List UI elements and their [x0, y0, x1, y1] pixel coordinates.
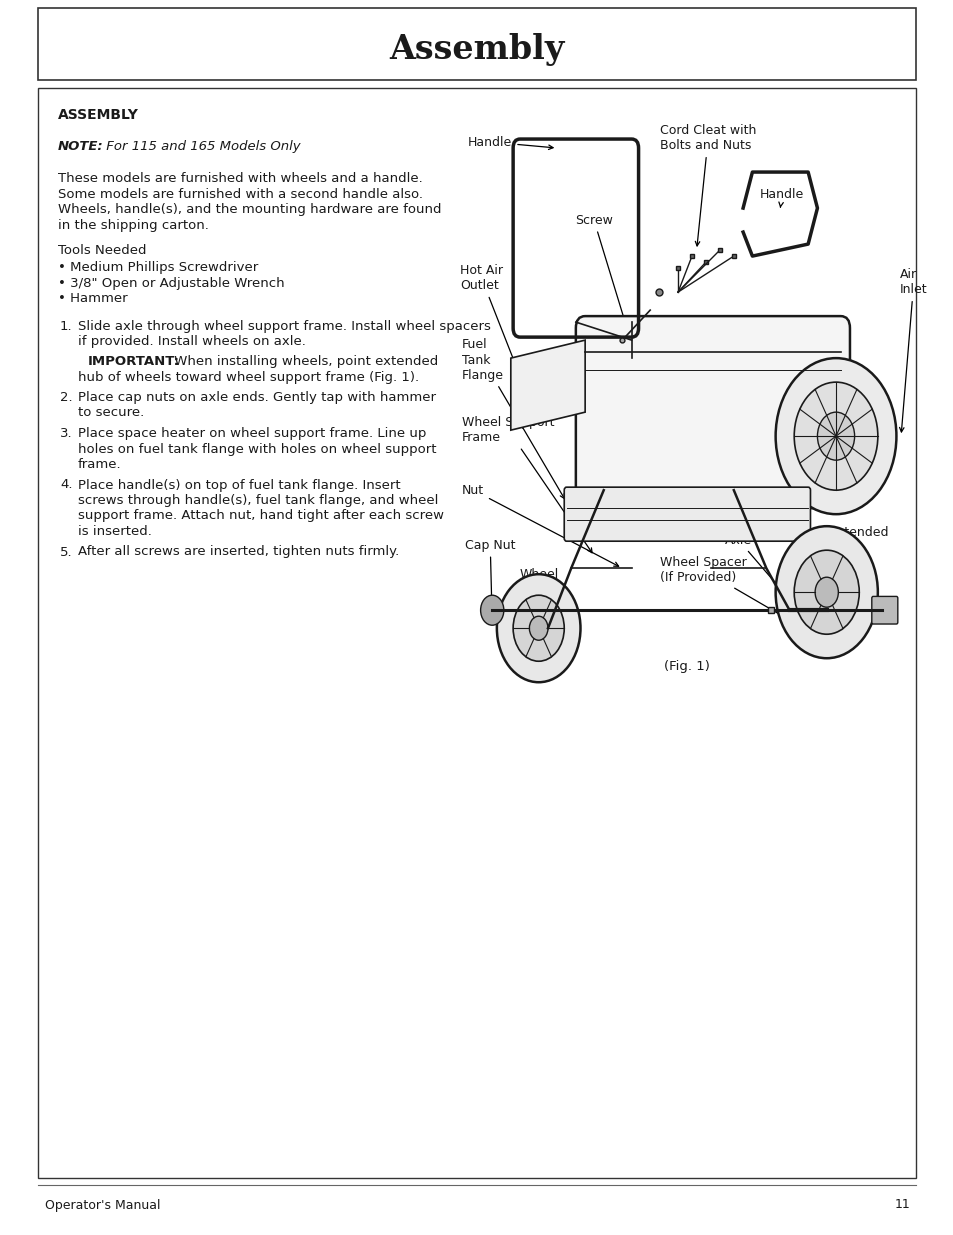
- Text: Wheel Spacer
(If Provided): Wheel Spacer (If Provided): [659, 556, 799, 626]
- Text: support frame. Attach nut, hand tight after each screw: support frame. Attach nut, hand tight af…: [78, 510, 443, 522]
- Text: Fuel
Tank
Flange: Fuel Tank Flange: [461, 338, 564, 499]
- FancyBboxPatch shape: [576, 316, 849, 508]
- Text: IMPORTANT:: IMPORTANT:: [88, 354, 180, 368]
- Text: NOTE:: NOTE:: [58, 140, 104, 153]
- Text: to secure.: to secure.: [78, 406, 144, 420]
- Text: frame.: frame.: [78, 458, 121, 471]
- Text: Wheels, handle(s), and the mounting hardware are found: Wheels, handle(s), and the mounting hard…: [58, 203, 441, 216]
- Text: if provided. Install wheels on axle.: if provided. Install wheels on axle.: [78, 336, 306, 348]
- Text: (Fig. 1): (Fig. 1): [663, 659, 710, 673]
- Text: For 115 and 165 Models Only: For 115 and 165 Models Only: [102, 140, 300, 153]
- Text: Place handle(s) on top of fuel tank flange. Insert: Place handle(s) on top of fuel tank flan…: [78, 478, 400, 492]
- Text: 3.: 3.: [60, 427, 72, 440]
- Text: • 3/8" Open or Adjustable Wrench: • 3/8" Open or Adjustable Wrench: [58, 277, 284, 290]
- FancyBboxPatch shape: [563, 487, 810, 541]
- Text: Slide axle through wheel support frame. Install wheel spacers: Slide axle through wheel support frame. …: [78, 320, 491, 333]
- Text: 4.: 4.: [60, 478, 72, 492]
- Text: Wheel: Wheel: [519, 568, 558, 678]
- Circle shape: [513, 595, 563, 661]
- Bar: [38, 88, 915, 1178]
- Text: Hot Air
Outlet: Hot Air Outlet: [459, 264, 523, 384]
- Text: • Hammer: • Hammer: [58, 293, 128, 305]
- Text: When installing wheels, point extended: When installing wheels, point extended: [170, 354, 437, 368]
- Text: 1.: 1.: [60, 320, 72, 333]
- Circle shape: [817, 412, 854, 461]
- Text: Handle: Handle: [760, 189, 803, 207]
- Text: After all screws are inserted, tighten nuts firmly.: After all screws are inserted, tighten n…: [78, 546, 399, 558]
- Circle shape: [529, 616, 547, 640]
- Text: screws through handle(s), fuel tank flange, and wheel: screws through handle(s), fuel tank flan…: [78, 494, 438, 508]
- Text: ASSEMBLY: ASSEMBLY: [58, 107, 139, 122]
- Text: Screw: Screw: [575, 214, 626, 324]
- Circle shape: [794, 382, 877, 490]
- Circle shape: [480, 595, 503, 625]
- Text: Handle: Handle: [468, 136, 553, 149]
- Circle shape: [775, 526, 877, 658]
- Text: Nut: Nut: [461, 483, 618, 567]
- Text: These models are furnished with wheels and a handle.: These models are furnished with wheels a…: [58, 172, 422, 185]
- Text: holes on fuel tank flange with holes on wheel support: holes on fuel tank flange with holes on …: [78, 442, 436, 456]
- Text: Operator's Manual: Operator's Manual: [45, 1198, 160, 1212]
- Text: Air
Inlet: Air Inlet: [899, 268, 926, 432]
- Text: Place space heater on wheel support frame. Line up: Place space heater on wheel support fram…: [78, 427, 426, 440]
- Text: 11: 11: [893, 1198, 909, 1212]
- FancyBboxPatch shape: [871, 597, 897, 624]
- Text: Extended
Hub: Extended Hub: [829, 526, 888, 606]
- Text: 2.: 2.: [60, 391, 72, 404]
- Polygon shape: [510, 340, 584, 430]
- Text: Place cap nuts on axle ends. Gently tap with hammer: Place cap nuts on axle ends. Gently tap …: [78, 391, 436, 404]
- Text: is inserted.: is inserted.: [78, 525, 152, 538]
- Circle shape: [775, 358, 896, 514]
- Circle shape: [814, 577, 838, 608]
- Text: in the shipping carton.: in the shipping carton.: [58, 219, 209, 231]
- Text: Tools Needed: Tools Needed: [58, 245, 147, 257]
- Text: Assembly: Assembly: [389, 33, 564, 67]
- Text: Cord Cleat with
Bolts and Nuts: Cord Cleat with Bolts and Nuts: [659, 124, 756, 246]
- Text: • Medium Phillips Screwdriver: • Medium Phillips Screwdriver: [58, 262, 258, 274]
- Text: Some models are furnished with a second handle also.: Some models are furnished with a second …: [58, 188, 422, 200]
- Circle shape: [794, 550, 859, 635]
- Text: Axle: Axle: [724, 534, 796, 608]
- Circle shape: [497, 574, 579, 682]
- Text: Wheel Support
Frame: Wheel Support Frame: [461, 416, 592, 553]
- Text: hub of wheels toward wheel support frame (Fig. 1).: hub of wheels toward wheel support frame…: [78, 370, 418, 384]
- Text: Cap Nut: Cap Nut: [464, 538, 515, 618]
- Text: 5.: 5.: [60, 546, 72, 558]
- Bar: [38, 7, 915, 80]
